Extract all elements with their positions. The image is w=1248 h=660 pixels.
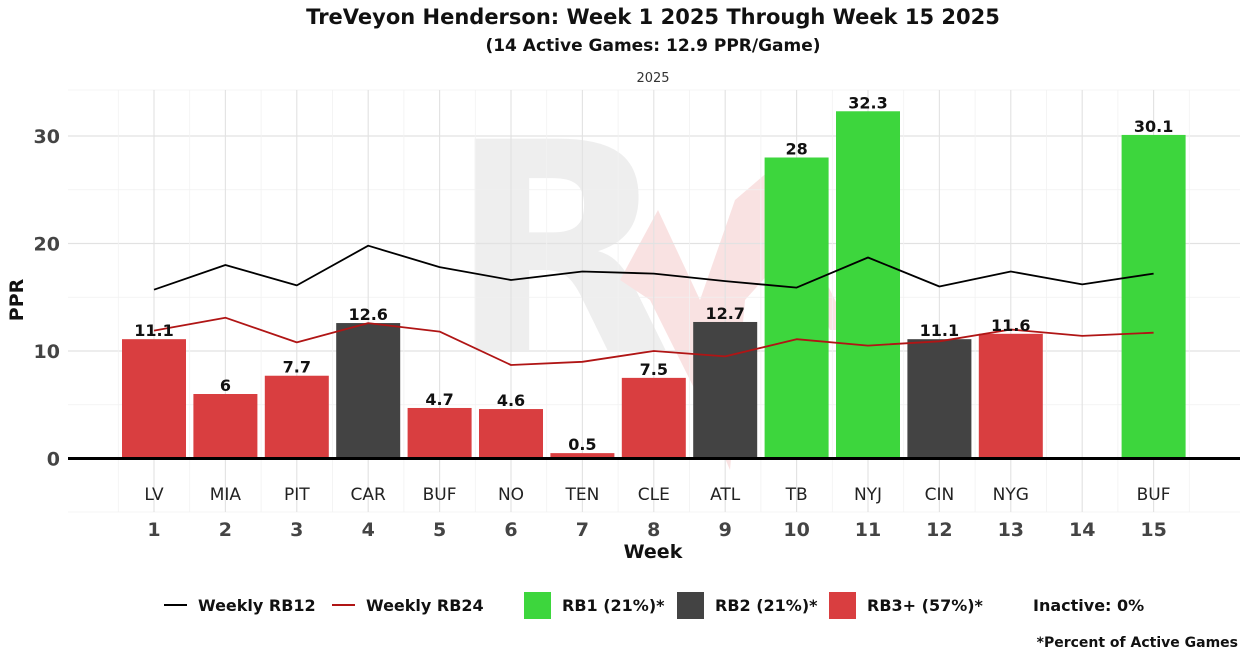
- legend-inactive-label: Inactive: 0%: [1033, 596, 1144, 615]
- opponent-label: TEN: [564, 485, 599, 505]
- legend-rb1-swatch: [524, 592, 551, 619]
- bar-series: [122, 111, 1186, 459]
- bar-value-label: 6: [220, 376, 231, 395]
- bar-week-10: [764, 157, 829, 459]
- bar-value-label: 0.5: [568, 435, 596, 454]
- y-tick-label: 10: [34, 341, 60, 363]
- bar-value-label: 11.1: [134, 321, 173, 340]
- bar-week-2: [193, 394, 258, 459]
- bar-week-3: [264, 375, 329, 459]
- bar-week-7: [550, 453, 615, 459]
- bar-value-label: 4.6: [497, 391, 525, 410]
- legend-rb3-label: RB3+ (57%)*: [867, 596, 984, 615]
- opponent-label: MIA: [210, 485, 242, 505]
- chart-subtitle: (14 Active Games: 12.9 PPR/Game): [485, 36, 820, 56]
- x-tick-label: 14: [1069, 519, 1095, 541]
- x-tick-label: 3: [290, 519, 303, 541]
- chart-title: TreVeyon Henderson: Week 1 2025 Through …: [306, 5, 1000, 29]
- line-series: [153, 244, 1154, 366]
- bar-value-label: 7.5: [640, 360, 668, 379]
- opponent-label: BUF: [1137, 485, 1171, 505]
- bar-value-labels: 11.1 6 7.7 12.6 4.7 4.6 0.5 7.5 12.7 28 32.3 11.1 11…: [134, 93, 1173, 454]
- footnote: *Percent of Active Games: [1037, 635, 1238, 651]
- opponent-label: LV: [144, 485, 164, 505]
- opponent-label: CAR: [351, 485, 386, 505]
- opponent-label: TB: [785, 485, 808, 505]
- bar-week-13: [978, 333, 1043, 459]
- bar-value-label: 12.7: [705, 304, 744, 323]
- x-tick-label: 10: [783, 519, 809, 541]
- bar-week-4: [336, 323, 401, 459]
- x-tick-label: 5: [433, 519, 446, 541]
- x-tick-label: 2: [219, 519, 232, 541]
- x-tick-label: 6: [504, 519, 517, 541]
- bar-value-label: 7.7: [283, 358, 311, 377]
- opponent-label: NYG: [993, 485, 1029, 505]
- bar-value-label: 12.6: [348, 305, 387, 324]
- x-tick-label: 8: [647, 519, 660, 541]
- legend-rb3-swatch: [829, 592, 856, 619]
- bar-week-15: [1121, 134, 1186, 459]
- x-tick-label: 4: [362, 519, 375, 541]
- bar-week-8: [621, 377, 686, 459]
- x-tick-label: 13: [998, 519, 1024, 541]
- bar-value-label: 4.7: [425, 390, 453, 409]
- legend-rb2-swatch: [677, 592, 704, 619]
- line-weekly-rb24: [153, 316, 1154, 366]
- legend-rb2-label: RB2 (21%)*: [715, 596, 818, 615]
- opponent-label: NO: [498, 485, 524, 505]
- x-tick-label: 11: [855, 519, 881, 541]
- bar-week-1: [122, 339, 186, 459]
- y-tick-label: 20: [34, 234, 60, 256]
- y-axis-title: PPR: [6, 278, 28, 321]
- opponent-label: NYJ: [854, 485, 882, 505]
- bar-value-label: 28: [785, 140, 807, 159]
- bar-value-label: 32.3: [848, 93, 887, 112]
- bar-week-6: [479, 409, 543, 459]
- bar-week-12: [907, 339, 972, 459]
- x-tick-label: 15: [1140, 519, 1166, 541]
- opponent-label: ATL: [710, 485, 741, 505]
- line-weekly-rb12: [153, 244, 1154, 291]
- bar-week-11: [836, 111, 900, 459]
- x-tick-label: 1: [147, 519, 160, 541]
- x-axis-title: Week: [624, 541, 683, 563]
- opponent-label: PIT: [284, 485, 310, 505]
- opponent-label: CLE: [638, 485, 670, 505]
- bar-value-label: 11.1: [920, 321, 959, 340]
- bar-week-9: [693, 321, 758, 459]
- bar-week-5: [407, 407, 472, 459]
- y-tick-label: 30: [34, 126, 60, 148]
- facet-label: 2025: [636, 71, 669, 86]
- x-tick-label: 9: [719, 519, 732, 541]
- bar-value-label: 11.6: [991, 316, 1030, 335]
- opponent-label: BUF: [423, 485, 457, 505]
- legend-rb24-label: Weekly RB24: [366, 596, 484, 615]
- legend-rb1-label: RB1 (21%)*: [562, 596, 665, 615]
- x-tick-label: 12: [926, 519, 952, 541]
- y-tick-label: 0: [47, 449, 60, 471]
- y-tick-labels: 0 10 20 30: [34, 126, 60, 471]
- opponent-labels: LV MIA PIT CAR BUF NO TEN CLE ATL TB NYJ CIN NYG BUF: [144, 485, 1170, 505]
- legend: Weekly RB12 Weekly RB24 RB1 (21%)* RB2 (…: [164, 592, 1144, 619]
- x-tick-label: 7: [576, 519, 589, 541]
- opponent-label: CIN: [925, 485, 955, 505]
- bar-value-label: 30.1: [1134, 117, 1173, 136]
- x-tick-labels: 1 2 3 4 5 6 7 8 9 10 11 12 13 14 15: [147, 519, 1166, 541]
- legend-rb12-label: Weekly RB12: [198, 596, 316, 615]
